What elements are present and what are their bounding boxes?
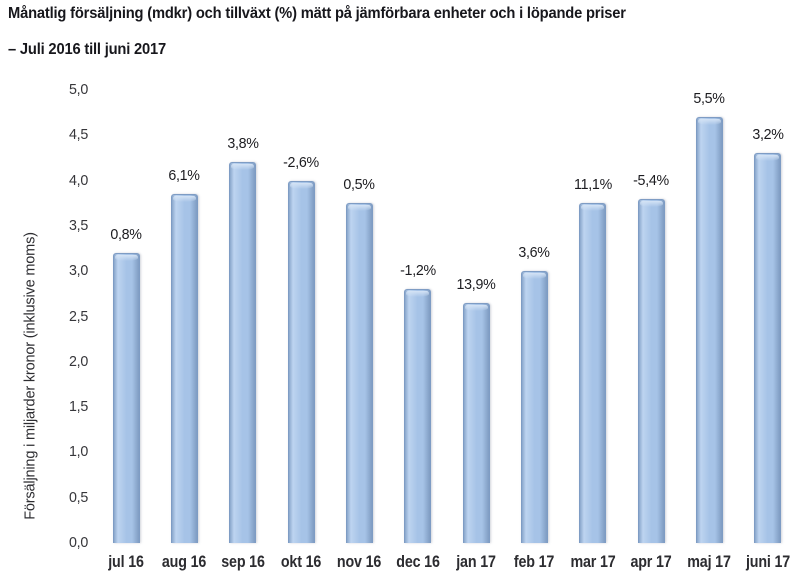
y-axis-tick-label: 1,5 <box>69 398 88 416</box>
bar-top-highlight <box>639 201 663 207</box>
bar-top-highlight <box>289 183 313 189</box>
bar <box>345 203 373 543</box>
bar <box>520 271 548 543</box>
bar <box>754 153 782 543</box>
bar-value-label: 11,1% <box>573 176 612 193</box>
bar-top-highlight <box>697 119 721 125</box>
x-axis-tick-label: mar 17 <box>570 552 616 571</box>
bar-value-label: 0,8% <box>110 226 142 243</box>
x-axis-tick-label: jul 16 <box>108 552 144 571</box>
bar-top-highlight <box>522 273 546 279</box>
x-axis-tick-label: okt 16 <box>281 552 322 571</box>
x-axis-tick-label: juni 17 <box>745 552 790 571</box>
bar-value-label: 0,5% <box>343 176 376 193</box>
y-axis-tick-label: 4,5 <box>69 126 88 144</box>
y-axis-tick-label: 3,0 <box>69 262 88 280</box>
bar-top-highlight <box>756 155 780 161</box>
bar-value-label: 3,2% <box>752 126 784 143</box>
x-axis-tick-label: apr 17 <box>630 552 672 571</box>
y-axis-tick-label: 4,0 <box>69 171 88 189</box>
x-axis-tick-label: nov 16 <box>337 552 382 571</box>
y-axis-tick-label: 2,0 <box>69 352 88 370</box>
y-axis-tick-label: 0,5 <box>69 488 88 506</box>
bar-top-highlight <box>406 291 430 297</box>
x-axis-tick-label: dec 16 <box>396 552 440 571</box>
x-axis-tick-label: feb 17 <box>514 552 555 571</box>
bar <box>287 181 315 543</box>
bar-top-highlight <box>347 205 371 211</box>
bar-top-highlight <box>464 305 488 311</box>
y-axis-tick-label: 1,0 <box>69 443 88 461</box>
bar-top-highlight <box>172 196 196 202</box>
y-axis-tick-label: 5,0 <box>69 81 88 98</box>
bar <box>112 253 140 543</box>
bar-value-label: 3,6% <box>518 244 551 261</box>
bar <box>637 199 665 543</box>
chart-title: Månatlig försäljning (mdkr) och tillväxt… <box>8 5 626 22</box>
bar-value-label: 6,1% <box>168 167 201 184</box>
bar-value-label: -5,4% <box>633 172 670 189</box>
x-axis-tick-label: aug 16 <box>162 552 207 571</box>
y-axis-tick-label: 3,5 <box>69 216 88 234</box>
y-axis-tick-label: 2,5 <box>69 307 88 325</box>
y-axis-tick-label: 0,0 <box>69 534 88 551</box>
bar-top-highlight <box>114 255 138 261</box>
bar <box>170 194 198 543</box>
bar-top-highlight <box>231 164 255 170</box>
bar-top-highlight <box>581 205 605 211</box>
bar-value-label: -2,6% <box>283 154 320 171</box>
bar-value-label: -1,2% <box>399 262 436 279</box>
bar-value-label: 3,8% <box>227 135 259 152</box>
bar <box>229 162 257 543</box>
bar <box>404 289 432 543</box>
chart-subtitle: – Juli 2016 till juni 2017 <box>8 41 167 58</box>
x-axis-tick-label: jan 17 <box>456 552 496 571</box>
bar-value-label: 13,9% <box>456 276 496 293</box>
x-axis-tick-label: maj 17 <box>687 552 732 571</box>
bar <box>579 203 607 543</box>
bar <box>462 303 490 543</box>
x-axis-tick-label: sep 16 <box>221 552 265 571</box>
bar <box>695 117 723 543</box>
bar-value-label: 5,5% <box>693 90 726 107</box>
